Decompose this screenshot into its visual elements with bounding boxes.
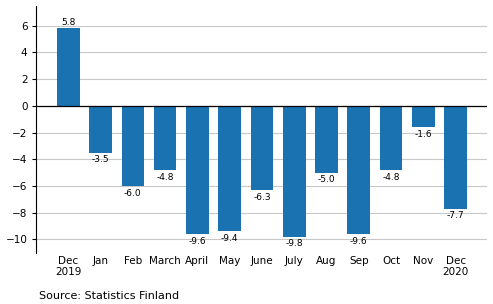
Bar xyxy=(186,106,209,234)
Bar xyxy=(444,106,467,209)
Bar xyxy=(121,106,144,186)
Text: -1.6: -1.6 xyxy=(415,130,432,139)
Text: 5.8: 5.8 xyxy=(61,18,75,27)
Bar xyxy=(250,106,273,190)
Bar xyxy=(412,106,435,127)
Text: -9.4: -9.4 xyxy=(221,234,239,243)
Text: -9.8: -9.8 xyxy=(285,240,303,248)
Bar xyxy=(348,106,370,234)
Text: -9.6: -9.6 xyxy=(189,237,206,246)
Bar xyxy=(283,106,306,237)
Text: -6.3: -6.3 xyxy=(253,193,271,202)
Bar xyxy=(89,106,112,153)
Bar xyxy=(315,106,338,173)
Bar xyxy=(154,106,176,170)
Text: -5.0: -5.0 xyxy=(317,175,335,184)
Text: -4.8: -4.8 xyxy=(156,173,174,181)
Text: Source: Statistics Finland: Source: Statistics Finland xyxy=(39,291,179,301)
Text: -4.8: -4.8 xyxy=(383,173,400,181)
Bar xyxy=(380,106,402,170)
Bar xyxy=(218,106,241,231)
Text: -3.5: -3.5 xyxy=(92,155,109,164)
Text: -9.6: -9.6 xyxy=(350,237,368,246)
Text: -7.7: -7.7 xyxy=(447,211,464,220)
Text: -6.0: -6.0 xyxy=(124,189,141,198)
Bar xyxy=(57,28,79,106)
